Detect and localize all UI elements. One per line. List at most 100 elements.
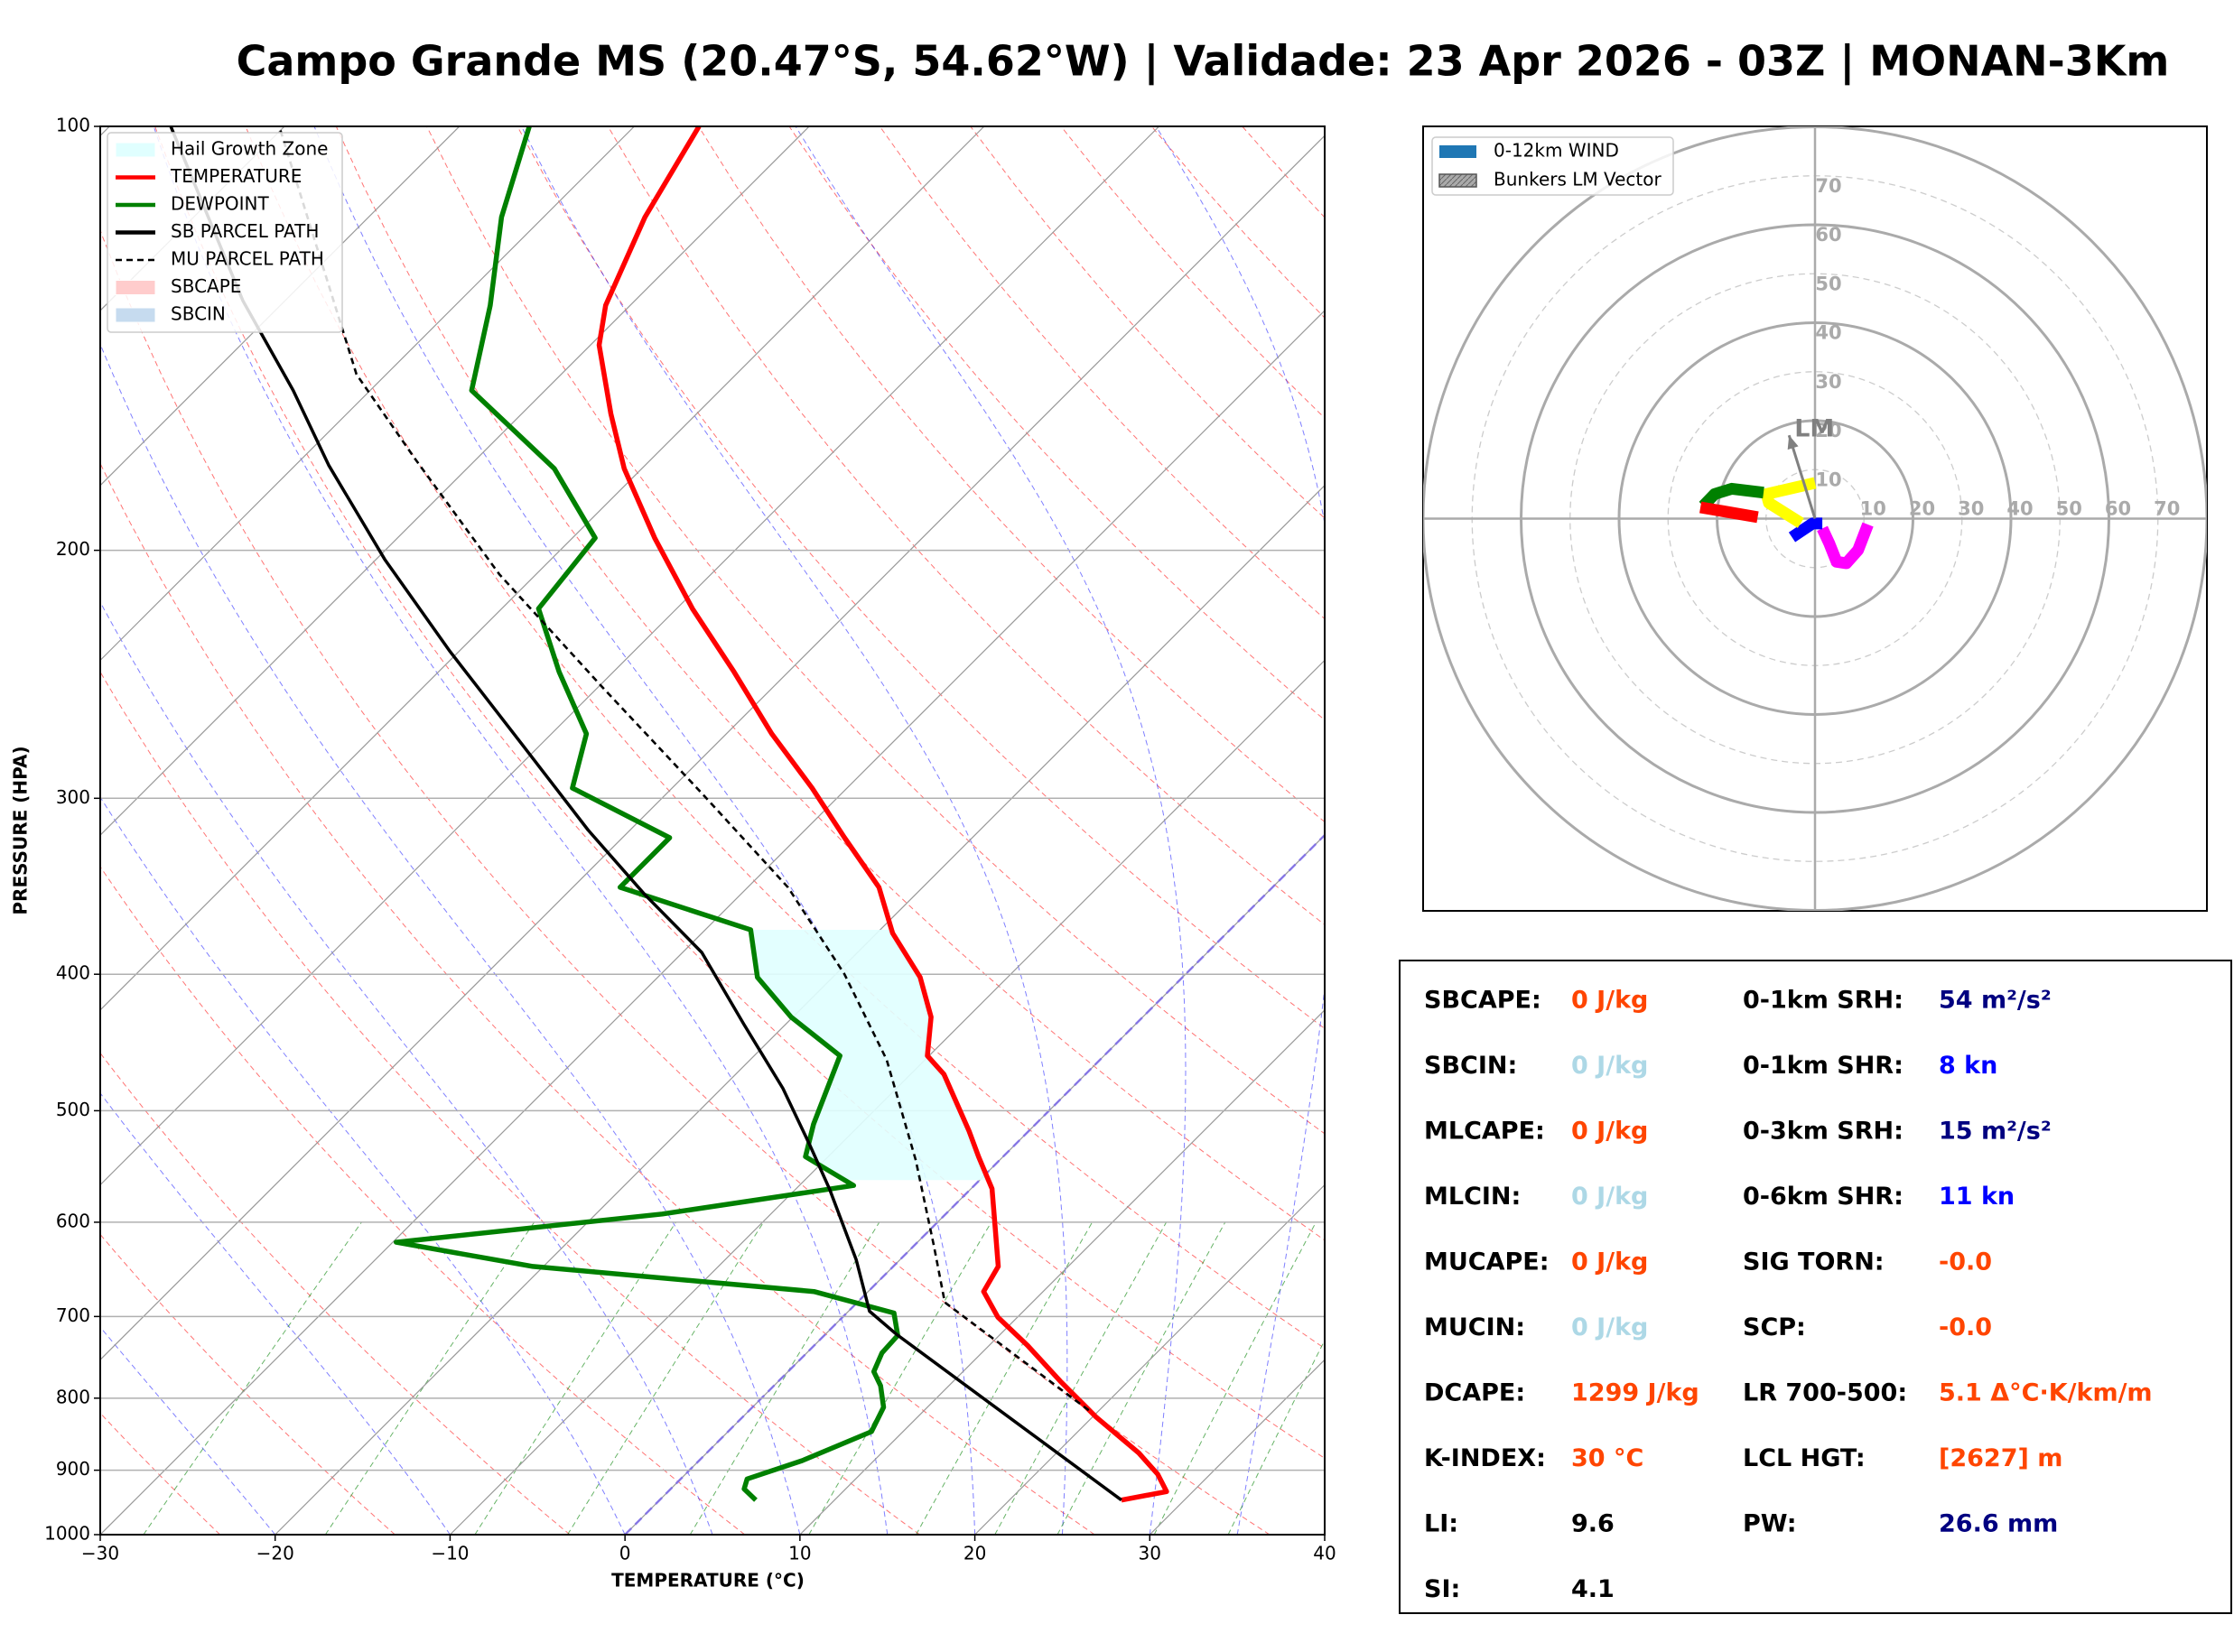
ring-label: 40 xyxy=(1815,322,1841,344)
index-value: [2627] m xyxy=(1939,1444,2062,1472)
indices: SBCAPE: 0 J/kg SBCIN: 0 J/kg MLCAPE: 0 J/kg ML… xyxy=(1424,987,2153,1604)
ring-label: 20 xyxy=(1815,420,1841,441)
moist-adiabat xyxy=(521,126,1068,1535)
ring-label: 10 xyxy=(1860,498,1886,520)
index-value: 0 J/kg xyxy=(1571,1248,1648,1276)
legend-label: TEMPERATURE xyxy=(170,165,302,187)
index-label: PW: xyxy=(1743,1510,1797,1538)
index-value: 11 kn xyxy=(1939,1183,2015,1211)
index-value: 1299 J/kg xyxy=(1571,1379,1699,1407)
isotherm xyxy=(100,135,1325,1361)
legend-label: MU PARCEL PATH xyxy=(171,248,324,270)
isotherm xyxy=(100,126,810,836)
ring-label: 10 xyxy=(1815,469,1841,490)
index-value: 54 m²/s² xyxy=(1939,987,2052,1015)
x-tick-label: 40 xyxy=(1313,1543,1336,1564)
index-value: -0.0 xyxy=(1939,1313,1992,1341)
skewt-data xyxy=(169,126,1169,1503)
index-label: K-INDEX: xyxy=(1424,1444,1546,1472)
profile-line xyxy=(169,126,1122,1502)
moist-adiabat xyxy=(100,1326,276,1535)
hodograph-trace xyxy=(1817,522,1874,570)
hodograph-trace xyxy=(1699,482,1764,510)
index-label: SBCIN: xyxy=(1424,1052,1517,1080)
y-tick-label: 700 xyxy=(56,1304,90,1326)
isotherm xyxy=(100,126,461,487)
legend-label: SBCAPE xyxy=(171,275,241,297)
legend: Hail Growth Zone TEMPERATURE DEWPOINT SB PA… xyxy=(107,132,343,333)
profile-line xyxy=(277,126,1090,1412)
x-tick-label: −10 xyxy=(431,1543,469,1564)
index-value: 0 J/kg xyxy=(1571,1313,1648,1341)
hodograph-plot xyxy=(1423,126,2207,911)
x-tick-label: 0 xyxy=(619,1543,631,1564)
mixing-ratio-line xyxy=(689,1221,880,1535)
mixing-ratio-line xyxy=(567,1221,765,1535)
legend-label: SBCIN xyxy=(171,303,226,325)
index-label: LR 700-500: xyxy=(1743,1379,1907,1407)
index-label: 0-3km SRH: xyxy=(1743,1118,1904,1146)
dry-adiabat xyxy=(100,866,746,1535)
isotherm xyxy=(450,659,1325,1535)
x-tick-label: −20 xyxy=(256,1543,294,1564)
moist-adiabat xyxy=(795,126,1187,1535)
isotherm xyxy=(799,1009,1325,1535)
dry-adiabat xyxy=(426,126,1325,1135)
ring-label: 60 xyxy=(2105,498,2131,520)
index-label: MUCAPE: xyxy=(1424,1248,1550,1276)
ring-label: 60 xyxy=(1815,224,1841,246)
hodograph-trace xyxy=(1788,517,1823,543)
index-value: 5.1 Δ°C·K/km/m xyxy=(1939,1379,2153,1407)
legend-swatch xyxy=(115,307,156,323)
legend-box xyxy=(107,132,343,333)
ring-label: 30 xyxy=(1815,371,1841,393)
plot-frame xyxy=(99,125,1326,1536)
ring-label: 40 xyxy=(2006,498,2033,520)
moist-adiabat xyxy=(1155,126,1325,1535)
y-tick-label: 900 xyxy=(56,1458,90,1480)
dry-adiabat xyxy=(100,1412,221,1535)
index-value: 4.1 xyxy=(1571,1575,1615,1603)
legend-label: Hail Growth Zone xyxy=(171,138,328,160)
y-tick-label: 1000 xyxy=(44,1523,90,1545)
legend-label: Bunkers LM Vector xyxy=(1494,169,1662,190)
dry-adiabat xyxy=(154,126,1325,1459)
index-label: MUCIN: xyxy=(1424,1313,1525,1341)
ring-label: 20 xyxy=(1909,498,1935,520)
isotherm xyxy=(100,310,1325,1535)
index-value: 30 °C xyxy=(1571,1444,1643,1472)
index-value: -0.0 xyxy=(1939,1248,1992,1276)
dry-adiabat xyxy=(517,126,1325,1030)
y-tick-label: 300 xyxy=(56,786,90,808)
chart-title: Campo Grande MS (20.47°S, 54.62°W) | Val… xyxy=(237,37,2170,87)
hodograph-trace xyxy=(1760,477,1817,528)
ring-label: 70 xyxy=(1815,175,1841,197)
bunkers-vector xyxy=(1787,434,1817,519)
hail-growth-zone xyxy=(750,930,989,1181)
mixing-ratio-line xyxy=(474,1221,676,1535)
y-tick-label: 500 xyxy=(56,1099,90,1120)
legend-swatch xyxy=(1439,145,1476,158)
indices-box xyxy=(1399,960,2232,1614)
index-value: 8 kn xyxy=(1939,1052,1997,1080)
ring-label: 50 xyxy=(2056,498,2082,520)
index-label: DCAPE: xyxy=(1424,1379,1525,1407)
legend-label: SB PARCEL PATH xyxy=(171,220,319,242)
mixing-ratio-line xyxy=(1153,1221,1317,1535)
dry-adiabat xyxy=(245,126,1325,1350)
isotherm xyxy=(100,126,635,662)
legend-swatch xyxy=(115,280,156,295)
index-label: 0-6km SHR: xyxy=(1743,1183,1904,1211)
y-tick-label: 600 xyxy=(56,1210,90,1231)
moist-adiabat xyxy=(153,126,889,1535)
moist-adiabat xyxy=(100,342,801,1535)
ring-label: 50 xyxy=(1815,273,1841,294)
profile-line xyxy=(596,126,1169,1503)
hodograph-trace xyxy=(1699,501,1759,524)
ring-label: 70 xyxy=(2154,498,2180,520)
index-label: MLCAPE: xyxy=(1424,1118,1545,1146)
dry-adiabat xyxy=(100,228,1271,1535)
isotherm xyxy=(974,1183,1325,1535)
